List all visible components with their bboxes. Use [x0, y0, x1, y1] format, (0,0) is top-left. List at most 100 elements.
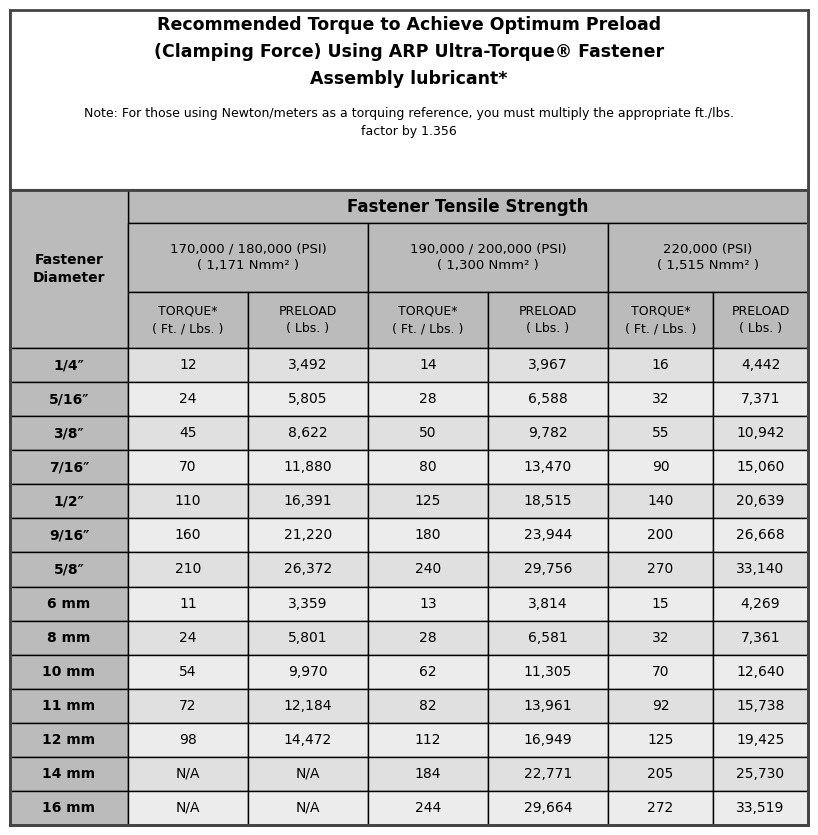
- Text: 62: 62: [419, 665, 437, 679]
- Bar: [608, 519, 713, 553]
- Text: 5,801: 5,801: [288, 630, 328, 645]
- Text: PRELOAD
( Lbs. ): PRELOAD ( Lbs. ): [519, 305, 578, 335]
- Text: 9/16″: 9/16″: [49, 529, 89, 543]
- Text: 4,269: 4,269: [740, 596, 780, 610]
- Bar: [608, 416, 713, 450]
- Bar: [488, 791, 608, 825]
- Text: 13,470: 13,470: [524, 460, 572, 474]
- Bar: [10, 416, 128, 450]
- Text: 13,961: 13,961: [524, 699, 573, 713]
- Text: 125: 125: [415, 494, 441, 509]
- Text: 16 mm: 16 mm: [43, 801, 96, 815]
- Bar: [713, 416, 808, 450]
- Text: N/A: N/A: [176, 767, 200, 781]
- Text: 11: 11: [179, 596, 197, 610]
- Text: 90: 90: [652, 460, 669, 474]
- Bar: [713, 348, 808, 382]
- Bar: [713, 484, 808, 519]
- Bar: [128, 757, 248, 791]
- Bar: [713, 620, 808, 655]
- Text: 12,184: 12,184: [284, 699, 332, 713]
- Bar: [128, 348, 248, 382]
- Bar: [488, 484, 608, 519]
- Text: 7/16″: 7/16″: [49, 460, 89, 474]
- Text: 21,220: 21,220: [284, 529, 332, 543]
- Bar: [128, 190, 808, 223]
- Text: 184: 184: [415, 767, 441, 781]
- Bar: [608, 791, 713, 825]
- Text: 72: 72: [179, 699, 197, 713]
- Bar: [10, 620, 128, 655]
- Text: N/A: N/A: [176, 801, 200, 815]
- Bar: [488, 689, 608, 723]
- Text: 13: 13: [419, 596, 437, 610]
- Text: 1/2″: 1/2″: [53, 494, 84, 509]
- Bar: [488, 553, 608, 586]
- Bar: [10, 190, 128, 348]
- Bar: [368, 791, 488, 825]
- Bar: [713, 292, 808, 348]
- Text: 92: 92: [652, 699, 669, 713]
- Text: 16: 16: [652, 358, 669, 372]
- Bar: [713, 586, 808, 620]
- Text: 16,391: 16,391: [284, 494, 332, 509]
- Bar: [368, 586, 488, 620]
- Text: 15,738: 15,738: [736, 699, 784, 713]
- Text: 8 mm: 8 mm: [47, 630, 91, 645]
- Bar: [368, 519, 488, 553]
- Text: 7,361: 7,361: [740, 630, 780, 645]
- Bar: [248, 416, 368, 450]
- Bar: [248, 791, 368, 825]
- Bar: [10, 382, 128, 416]
- Text: 70: 70: [652, 665, 669, 679]
- Text: 14: 14: [419, 358, 437, 372]
- Bar: [608, 450, 713, 484]
- Bar: [248, 382, 368, 416]
- Text: 12,640: 12,640: [736, 665, 784, 679]
- Text: N/A: N/A: [296, 767, 321, 781]
- Bar: [248, 519, 368, 553]
- Text: 10,942: 10,942: [736, 426, 784, 440]
- Text: 220,000 (PSI)
( 1,515 Nmm² ): 220,000 (PSI) ( 1,515 Nmm² ): [657, 242, 759, 272]
- Bar: [368, 348, 488, 382]
- Bar: [608, 620, 713, 655]
- Text: 170,000 / 180,000 (PSI)
( 1,171 Nmm² ): 170,000 / 180,000 (PSI) ( 1,171 Nmm² ): [169, 242, 326, 272]
- Bar: [248, 620, 368, 655]
- Text: 55: 55: [652, 426, 669, 440]
- Text: 11 mm: 11 mm: [43, 699, 96, 713]
- Text: 272: 272: [647, 801, 674, 815]
- Text: 12 mm: 12 mm: [43, 733, 96, 746]
- Text: 16,949: 16,949: [524, 733, 573, 746]
- Bar: [713, 757, 808, 791]
- Text: 6 mm: 6 mm: [47, 596, 91, 610]
- Bar: [248, 553, 368, 586]
- Bar: [10, 655, 128, 689]
- Text: 33,140: 33,140: [736, 563, 784, 576]
- Bar: [128, 416, 248, 450]
- Bar: [10, 484, 128, 519]
- Text: 160: 160: [175, 529, 201, 543]
- Bar: [713, 519, 808, 553]
- Bar: [248, 655, 368, 689]
- Text: 23,944: 23,944: [524, 529, 572, 543]
- Bar: [128, 292, 248, 348]
- Bar: [608, 586, 713, 620]
- Text: 244: 244: [415, 801, 441, 815]
- Bar: [713, 450, 808, 484]
- Text: N/A: N/A: [296, 801, 321, 815]
- Text: 3,814: 3,814: [528, 596, 568, 610]
- Text: 24: 24: [179, 392, 197, 406]
- Bar: [713, 553, 808, 586]
- Text: 3,492: 3,492: [288, 358, 328, 372]
- Bar: [368, 223, 608, 292]
- Bar: [128, 586, 248, 620]
- Text: 20,639: 20,639: [736, 494, 784, 509]
- Text: 5/8″: 5/8″: [53, 563, 84, 576]
- Text: 82: 82: [419, 699, 437, 713]
- Text: 80: 80: [419, 460, 437, 474]
- Bar: [368, 723, 488, 757]
- Text: 270: 270: [647, 563, 674, 576]
- Text: 25,730: 25,730: [736, 767, 784, 781]
- Text: 12: 12: [179, 358, 197, 372]
- Bar: [248, 757, 368, 791]
